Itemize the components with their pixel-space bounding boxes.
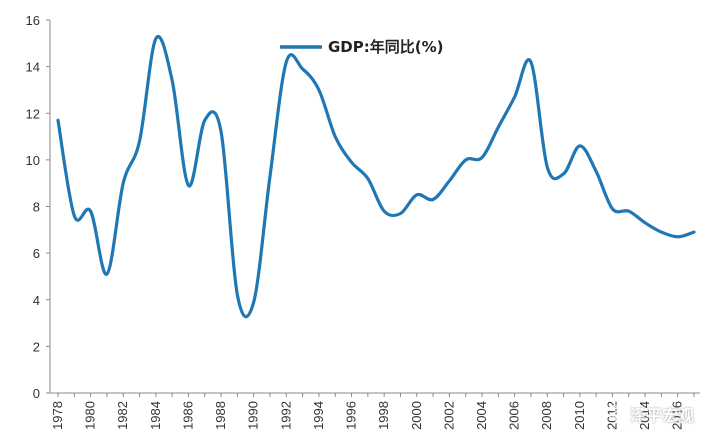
legend-label: GDP:年同比(%) (328, 38, 444, 56)
y-tick-label: 16 (26, 13, 40, 28)
chart-legend: GDP:年同比(%) (280, 38, 444, 56)
gdp-series-line (56, 35, 696, 319)
y-tick-label: 2 (33, 339, 40, 354)
x-tick-label: 1998 (376, 401, 391, 430)
y-tick-label: 14 (26, 60, 40, 75)
y-tick-label: 0 (33, 386, 40, 401)
watermark: 泽平宏观 (606, 402, 694, 426)
x-tick-label: 1988 (213, 401, 228, 430)
x-tick-label: 2016 (670, 401, 685, 430)
x-tick-label: 1996 (344, 401, 359, 430)
x-tick-label: 2000 (409, 401, 424, 430)
x-tick-label: 2002 (441, 401, 456, 430)
y-tick-label: 8 (33, 200, 40, 215)
y-tick-label: 4 (33, 293, 40, 308)
chart-series (56, 35, 696, 319)
y-tick-label: 10 (26, 153, 40, 168)
wechat-icon (606, 405, 626, 422)
x-tick-label: 1986 (180, 401, 195, 430)
y-tick-label: 12 (26, 106, 40, 121)
x-tick-label: 2008 (539, 401, 554, 430)
chart-ticks: 0 2 4 6 8 10 12 14 16 1978 1980 1982 1984 1986 1988 199… (26, 13, 695, 430)
x-tick-label: 2010 (572, 401, 587, 430)
y-tick-label: 6 (33, 246, 40, 261)
x-tick-label: 2006 (507, 401, 522, 430)
x-tick-label: 1992 (278, 401, 293, 430)
x-tick-label: 1994 (311, 401, 326, 430)
x-tick-label: 1990 (246, 401, 261, 430)
x-tick-label: 1982 (115, 401, 130, 430)
x-tick-label: 1984 (148, 401, 163, 430)
x-tick-label: 2004 (474, 401, 489, 430)
watermark-text: 泽平宏观 (629, 406, 694, 425)
x-tick-label: 1980 (83, 401, 98, 430)
x-tick-label: 2014 (637, 401, 652, 430)
x-tick-label: 1978 (50, 401, 65, 430)
